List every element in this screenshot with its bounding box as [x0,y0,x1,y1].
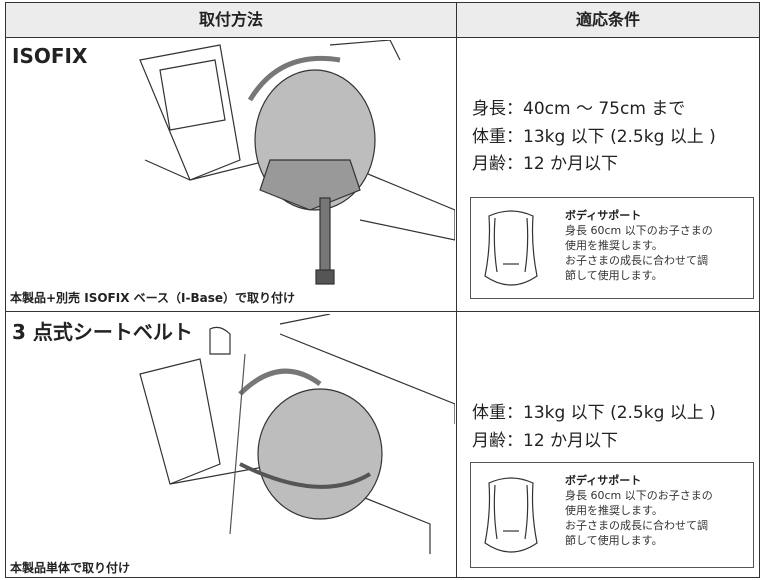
border [5,2,6,578]
header-cell: 取付方法 [6,3,456,37]
note-title: ボディサポート [565,209,642,222]
note-line: 使用を推奨します。 [565,504,663,517]
border [5,37,760,38]
method-title: ISOFIX [12,44,88,68]
method-caption: 本製品単体で取り付け [10,561,131,575]
border [5,2,760,3]
method-caption: 本製品+別売 ISOFIX ベース（I-Base）で取り付け [10,291,296,305]
note-line: 使用を推奨します。 [565,239,663,252]
note-line: 節して使用します。 [565,534,663,547]
condition: 月齢：12 か月以下 [472,431,619,451]
note-line: 節して使用します。 [565,269,663,282]
note-box: ボディサポート 身長 60cm 以下のお子さまの 使用を推奨します。 お子さまの… [470,197,754,299]
method-title: 3 点式シートベルト [12,320,193,344]
note-line: 身長 60cm 以下のお子さまの [565,489,713,502]
body-support-icon [484,477,538,553]
border [456,2,457,578]
header-cell: 適応条件 [457,3,759,37]
note-line: お子さまの成長に合わせて調 [565,254,708,267]
border [5,577,760,578]
condition: 体重：13kg 以下 (2.5kg 以上 ) [472,403,716,423]
note-line: 身長 60cm 以下のお子さまの [565,224,713,237]
border [5,311,760,312]
note-title: ボディサポート [565,474,642,487]
belt-illustration [139,314,455,554]
border [759,2,760,578]
condition: 体重：13kg 以下 (2.5kg 以上 ) [472,127,716,147]
condition: 身長：40cm ～ 75cm まで [472,99,686,119]
isofix-illustration [139,40,455,285]
condition: 月齢：12 か月以下 [472,154,619,174]
note-box: ボディサポート 身長 60cm 以下のお子さまの 使用を推奨します。 お子さまの… [470,462,754,568]
body-support-icon [484,210,538,286]
note-line: お子さまの成長に合わせて調 [565,519,708,532]
